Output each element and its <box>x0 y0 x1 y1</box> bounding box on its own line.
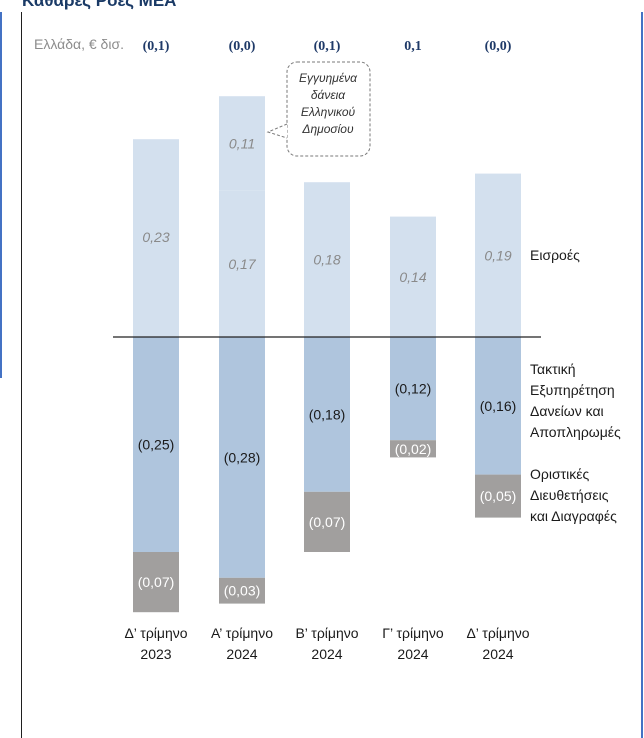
callout-pointer <box>266 123 288 139</box>
bar-inflows <box>219 190 265 337</box>
data-label-inflows: 0,17 <box>228 256 256 272</box>
bar-inflows <box>475 173 521 337</box>
category-label: 2024 <box>226 646 257 662</box>
bar-definitive-settlements <box>133 552 179 613</box>
bar-inflows <box>304 182 350 337</box>
callout-text: Εγγυημένα <box>299 71 358 85</box>
bar-regular-servicing <box>304 337 350 492</box>
frame-left-border <box>21 12 22 738</box>
net-flow-label: (0,0) <box>229 39 256 54</box>
bar-regular-servicing <box>133 337 179 552</box>
net-flow-label: 0,1 <box>404 39 422 54</box>
unit-label: Ελλάδα, € δισ. <box>34 36 124 52</box>
callout-box <box>286 61 371 157</box>
legend-regular-servicing: Τακτική <box>530 361 576 377</box>
data-label-regular-servicing: (0,12) <box>395 381 432 397</box>
data-label-definitive: (0,05) <box>480 488 517 504</box>
callout-text: Ελληνικού <box>301 105 356 119</box>
frame-accent-left <box>0 12 2 378</box>
data-label-definitive: (0,03) <box>224 583 261 599</box>
data-label-definitive: (0,02) <box>395 441 432 457</box>
category-label: Β’ τρίμηνο <box>295 625 358 641</box>
bar-definitive-settlements <box>304 491 350 552</box>
data-label-regular-servicing: (0,28) <box>224 449 261 465</box>
legend-regular-servicing: Δανείων και <box>530 403 604 419</box>
callout-text: δάνεια <box>311 88 346 102</box>
bar-regular-servicing <box>219 337 265 578</box>
frame-accent-right <box>641 12 643 738</box>
data-label-inflows: 0,23 <box>142 229 169 245</box>
net-flow-label: (0,0) <box>485 39 512 54</box>
legend-regular-servicing: Εξυπηρέτηση <box>530 382 615 398</box>
data-label-regular-servicing: (0,25) <box>138 437 175 453</box>
category-label: Γ’ τρίμηνο <box>382 625 444 641</box>
category-label: 2023 <box>140 646 171 662</box>
bar-definitive-settlements <box>219 577 265 604</box>
chart-title: Καθαρές Ροές ΜΕΑ <box>22 0 177 10</box>
bar-regular-servicing <box>390 337 436 441</box>
legend-definitive-settlements: και Διαγραφές <box>530 508 617 524</box>
category-label: Δ’ τρίμηνο <box>124 625 187 641</box>
category-label: Δ’ τρίμηνο <box>466 625 529 641</box>
legend-inflows: Εισροές <box>530 247 580 263</box>
legend-definitive-settlements: Οριστικές <box>530 466 589 482</box>
category-label: 2024 <box>482 646 513 662</box>
bar-guaranteed-loans <box>219 96 265 191</box>
bar-definitive-settlements <box>390 440 436 458</box>
net-flow-label: (0,1) <box>314 39 341 54</box>
data-label-inflows: 0,14 <box>399 269 426 285</box>
net-flow-label: (0,1) <box>143 39 170 54</box>
callout-text: Δημοσίου <box>301 122 354 136</box>
bar-inflows <box>133 139 179 337</box>
legend-definitive-settlements: Διευθετήσεις <box>530 487 609 503</box>
category-label: 2024 <box>311 646 342 662</box>
data-label-definitive: (0,07) <box>309 514 346 530</box>
data-label-regular-servicing: (0,16) <box>480 398 517 414</box>
data-label-regular-servicing: (0,18) <box>309 406 346 422</box>
category-label: 2024 <box>397 646 428 662</box>
data-label-inflows: 0,19 <box>484 247 511 263</box>
data-label-guaranteed: 0,11 <box>229 136 255 152</box>
bar-definitive-settlements <box>475 474 521 518</box>
legend-regular-servicing: Αποπληρωμές <box>530 424 621 440</box>
bar-inflows <box>390 216 436 337</box>
bar-regular-servicing <box>475 337 521 475</box>
category-label: Α’ τρίμηνο <box>211 625 273 641</box>
data-label-inflows: 0,18 <box>313 252 340 268</box>
data-label-definitive: (0,07) <box>138 574 175 590</box>
